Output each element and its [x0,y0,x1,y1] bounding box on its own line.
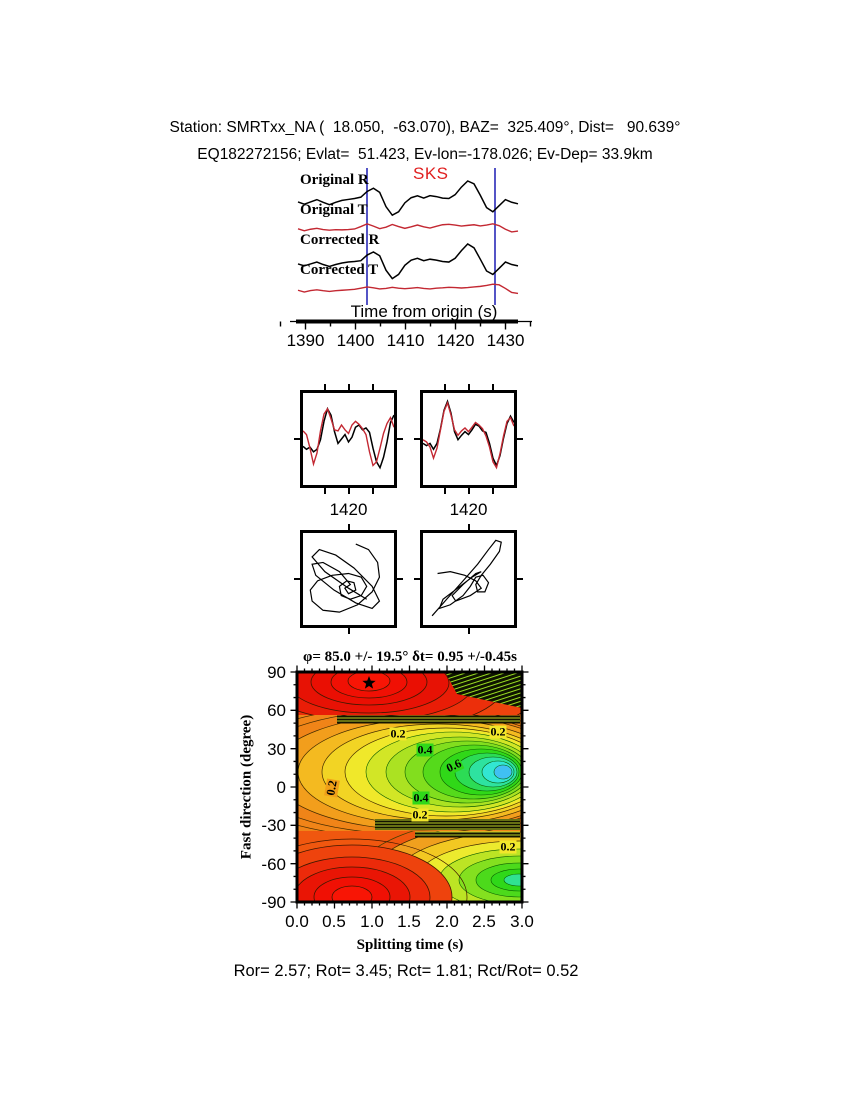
results-line: Ror= 2.57; Rot= 3.45; Rct= 1.81; Rct/Rot… [233,962,579,980]
misfit-contour-map [290,665,529,909]
x-tick-0.5: 0.5 [322,912,346,931]
time-tick-1420: 1420 [436,331,475,350]
tick-mark [468,488,470,494]
panel-tick-label-right: 1420 [449,500,488,519]
tick-mark [372,488,374,494]
slow-trace [303,409,394,466]
station-header: Station: SMRTxx_NA ( 18.050, -63.070), B… [169,119,681,136]
tick-mark [348,628,350,634]
y-tick-30: 30 [267,740,286,759]
tick-mark [414,578,420,580]
contour-label-0.2: 0.2 [411,807,429,822]
trace-label-corrected-r: Corrected R [300,232,380,248]
tick-mark [324,384,326,390]
y-tick-0: 0 [276,778,286,797]
particle-motion-path [310,544,379,612]
tick-mark [372,384,374,390]
particle-motion-corrected [423,533,514,625]
waveform-plot [297,168,519,305]
tick-mark [397,578,403,580]
y-tick-90: 90 [267,663,286,682]
y-tick-m30: -30 [261,816,286,835]
contour-label-0.2: 0.2 [389,726,407,741]
x-tick-2.5: 2.5 [472,912,496,931]
contour-label-0.4: 0.4 [412,790,430,805]
fast-trace [303,409,394,468]
original-r-trace [297,180,519,217]
fast-slow-panel-corrected [414,384,523,494]
x-tick-1.5: 1.5 [397,912,421,931]
tick-mark [517,578,523,580]
contour-label-0.4: 0.4 [416,742,434,757]
fast-slow-panel-original [294,384,403,494]
particle-motion-original [303,533,394,625]
tick-mark [324,488,326,494]
time-axis [279,319,532,330]
contour-y-axis-label: Fast direction (degree) [238,714,255,860]
tick-mark [348,524,350,530]
x-tick-1.0: 1.0 [360,912,384,931]
time-tick-1430: 1430 [486,331,525,350]
x-tick-0.0: 0.0 [285,912,309,931]
best-fit-star [362,676,376,689]
tick-mark [294,578,300,580]
fast-slow-traces-original [303,393,394,485]
contour-x-axis-label: Splitting time (s) [356,937,464,953]
tick-mark [492,384,494,390]
tick-mark [348,384,350,390]
time-axis-title: Time from origin (s) [350,302,498,321]
contour-title: φ= 85.0 +/- 19.5° δt= 0.95 +/-0.45s [303,649,517,665]
tick-mark [414,438,420,440]
tick-mark [517,438,523,440]
tick-mark [444,488,446,494]
particle-motion-panel-original [294,524,403,634]
phase-label-sks: SKS [413,164,449,183]
y-tick-60: 60 [267,701,286,720]
x-tick-3.0: 3.0 [510,912,534,931]
tick-mark [492,488,494,494]
time-tick-1410: 1410 [386,331,425,350]
x-tick-2.0: 2.0 [435,912,459,931]
panel-tick-label-left: 1420 [329,500,368,519]
time-tick-1400: 1400 [336,331,375,350]
tick-mark [444,384,446,390]
corrected-t-trace [297,283,519,295]
y-tick-m90: -90 [261,893,286,912]
original-t-trace [297,223,519,233]
time-tick-1390: 1390 [286,331,325,350]
particle-motion-path [432,540,501,615]
trace-label-original-r: Original R [300,172,369,188]
corrected-r-trace [297,243,519,280]
tick-mark [468,524,470,530]
trace-label-original-t: Original T [300,202,368,218]
tick-mark [294,438,300,440]
time-axis-ticks [279,321,532,330]
fast-trace [423,401,514,465]
contour-axis-ticks [290,665,529,909]
contour-label-0.2: 0.2 [499,839,517,854]
event-header: EQ182272156; Evlat= 51.423, Ev-lon=-178.… [197,146,653,163]
tick-mark [468,628,470,634]
trace-label-corrected-t: Corrected T [300,262,379,278]
particle-motion-panel-corrected [414,524,523,634]
tick-mark [468,384,470,390]
y-tick-m60: -60 [261,855,286,874]
contour-fill-layers [297,672,522,902]
contour-label-0.2: 0.2 [489,724,507,739]
tick-mark [348,488,350,494]
slow-trace [423,403,514,468]
fast-slow-traces-corrected [423,393,514,485]
tick-mark [397,438,403,440]
